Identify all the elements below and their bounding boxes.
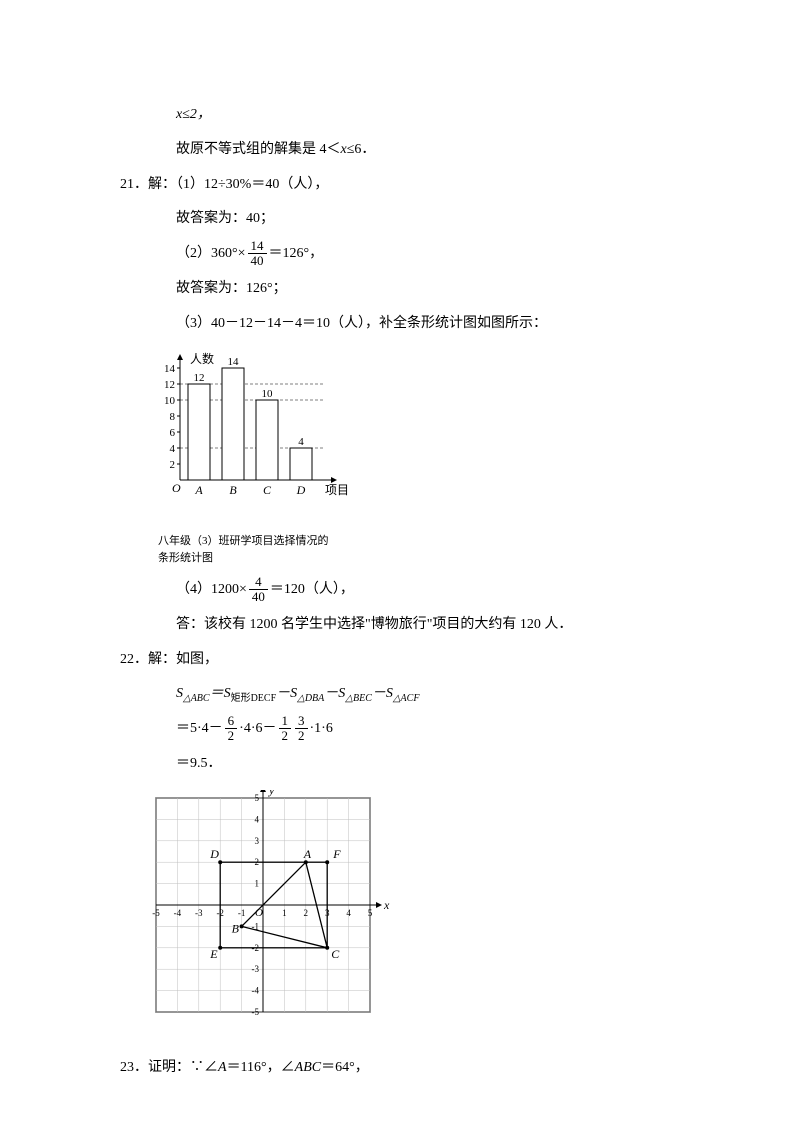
svg-text:E: E: [209, 947, 218, 961]
svg-text:5: 5: [255, 793, 260, 803]
svg-text:D: D: [209, 847, 219, 861]
text-line: 故原不等式组的解集是 4＜x≤6．: [120, 135, 674, 166]
chart-caption-2: 条形统计图: [158, 551, 674, 565]
svg-text:4: 4: [346, 908, 351, 918]
text-line: 故答案为：126°；: [120, 274, 674, 305]
svg-text:A: A: [194, 483, 203, 497]
svg-text:2: 2: [170, 459, 176, 471]
text-line: 故答案为：40；: [120, 204, 674, 235]
svg-text:-3: -3: [252, 964, 260, 974]
svg-text:-3: -3: [195, 908, 203, 918]
svg-text:3: 3: [255, 836, 260, 846]
text-line: 答：该校有 1200 名学生中选择"博物旅行"项目的大约有 120 人．: [120, 610, 674, 641]
svg-text:5: 5: [368, 908, 373, 918]
svg-text:D: D: [296, 483, 306, 497]
text-line: x≤2，: [120, 100, 674, 131]
svg-text:1: 1: [255, 878, 260, 888]
svg-text:1: 1: [282, 908, 287, 918]
svg-text:10: 10: [164, 395, 176, 407]
svg-text:14: 14: [164, 363, 176, 375]
text-line: （4）1200×440＝120（人），: [120, 575, 674, 606]
svg-text:4: 4: [170, 443, 176, 455]
q21-header: 21．解：（1）12÷30%＝40（人），: [120, 170, 674, 201]
svg-text:-1: -1: [238, 908, 246, 918]
svg-text:C: C: [331, 947, 340, 961]
text-line: （3）40－12－14－4＝10（人），补全条形统计图如图所示：: [120, 309, 674, 340]
svg-text:6: 6: [170, 427, 176, 439]
svg-text:8: 8: [170, 411, 176, 423]
svg-text:14: 14: [228, 356, 240, 368]
svg-text:A: A: [303, 847, 312, 861]
svg-text:12: 12: [194, 372, 205, 384]
svg-text:12: 12: [164, 379, 175, 391]
svg-text:10: 10: [262, 388, 274, 400]
text-line: （2）360°×1440＝126°，: [120, 239, 674, 270]
svg-text:-4: -4: [174, 908, 182, 918]
bar-chart: 人数 2 4 6 8 10 12 14 12 A 14 B 10 C 4 D O 项目 八年级（3）班研学项目选择…: [148, 350, 674, 565]
svg-text:B: B: [232, 921, 240, 935]
svg-text:项目: 项目: [325, 483, 348, 497]
q22-header: 22．解：如图，: [120, 645, 674, 676]
svg-text:x: x: [383, 898, 390, 912]
svg-text:B: B: [229, 483, 237, 497]
chart-caption-1: 八年级（3）班研学项目选择情况的: [158, 534, 674, 548]
svg-text:-5: -5: [152, 908, 160, 918]
svg-text:4: 4: [298, 436, 304, 448]
svg-text:y: y: [268, 790, 275, 797]
q23-header: 23．证明：∵∠A＝116°，∠ABC＝64°，: [120, 1053, 674, 1084]
svg-text:O: O: [172, 481, 181, 495]
svg-text:-4: -4: [252, 985, 260, 995]
svg-text:-5: -5: [252, 1007, 260, 1017]
formula-line: S△ABC＝S矩形DECF－S△DBA－S△BEC－S△ACF: [120, 679, 674, 710]
svg-text:F: F: [332, 847, 341, 861]
text-line: ＝9.5．: [120, 749, 674, 780]
coordinate-graph: -5-4-3-2-112345-5-4-3-2-112345OxyABCDEF: [148, 790, 674, 1043]
svg-text:4: 4: [255, 814, 260, 824]
svg-text:2: 2: [304, 908, 309, 918]
svg-text:C: C: [263, 483, 272, 497]
formula-line: ＝5·4－62·4·6－1232·1·6: [120, 714, 674, 745]
svg-text:人数: 人数: [190, 351, 214, 366]
